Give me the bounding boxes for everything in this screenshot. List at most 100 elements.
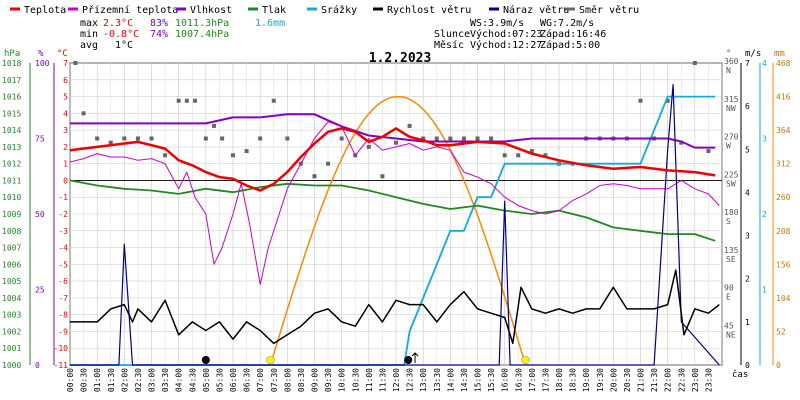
tick-label-pressure: 1013 bbox=[2, 143, 21, 152]
series-line-wind bbox=[70, 269, 720, 345]
stat-avg-label: avg bbox=[80, 40, 98, 51]
tick-label-time: 12:30 bbox=[406, 368, 415, 392]
wind-direction-point bbox=[211, 123, 216, 128]
tick-label-time: 17:00 bbox=[528, 368, 537, 392]
tick-label-time: 08:30 bbox=[297, 368, 306, 392]
tick-label-time: 16:30 bbox=[514, 368, 523, 392]
tick-label-temp: -6 bbox=[58, 277, 68, 286]
wind-direction-point bbox=[149, 136, 154, 141]
wind-direction-point bbox=[81, 111, 86, 116]
wind-direction-point bbox=[692, 61, 697, 65]
unit-pct: % bbox=[38, 49, 44, 59]
legend-label: Náraz větru bbox=[503, 4, 569, 16]
wind-summary-ws: WS:3.9m/s bbox=[470, 18, 524, 29]
tick-label-pressure: 1004 bbox=[2, 294, 21, 303]
tick-label-time: 10:30 bbox=[351, 368, 360, 392]
unit-deg: ° bbox=[726, 49, 731, 59]
tick-label-time: 15:30 bbox=[487, 368, 496, 392]
wind-direction-point bbox=[434, 136, 439, 141]
tick-label-time: 05:30 bbox=[215, 368, 224, 392]
tick-label-time: 10:00 bbox=[338, 368, 347, 392]
tick-label-direction: 180 bbox=[724, 208, 739, 217]
tick-label-time: 20:00 bbox=[609, 368, 618, 392]
tick-label-mm: 0 bbox=[776, 361, 781, 370]
wind-direction-point bbox=[665, 98, 670, 103]
moonrise-marker bbox=[404, 356, 413, 364]
unit-degc: °C bbox=[57, 49, 68, 59]
unit-hpa: hPa bbox=[4, 49, 20, 59]
wind-direction-point bbox=[380, 174, 385, 179]
wind-direction-point bbox=[285, 136, 290, 141]
tick-label-temp: 2 bbox=[63, 143, 68, 152]
stat-press-min: 1007.4hPa bbox=[175, 29, 229, 40]
series-line-humidity bbox=[70, 113, 716, 149]
tick-label-time: 02:30 bbox=[134, 368, 143, 392]
tick-label-time: 00:30 bbox=[80, 368, 89, 392]
tick-label-wind: 5 bbox=[745, 145, 750, 154]
tick-label-direction: 270 bbox=[724, 133, 739, 142]
tick-label-time: 11:30 bbox=[378, 368, 387, 392]
tick-label-mm: 104 bbox=[776, 294, 791, 303]
tick-label-time: 23:00 bbox=[691, 368, 700, 392]
tick-label-time: 13:00 bbox=[419, 368, 428, 392]
tick-label-time: 13:30 bbox=[433, 368, 442, 392]
tick-label-pressure: 1012 bbox=[2, 160, 21, 169]
tick-label-wind: 7 bbox=[745, 59, 750, 68]
tick-label-time: 08:00 bbox=[283, 368, 292, 392]
legend-label: Teplota bbox=[24, 5, 66, 16]
tick-label-pressure: 1016 bbox=[2, 93, 21, 102]
wind-direction-point bbox=[176, 98, 181, 103]
wind-direction-point bbox=[271, 98, 276, 103]
tick-label-temp: -1 bbox=[58, 193, 68, 202]
tick-label-ms: 2 bbox=[762, 210, 767, 219]
tick-label-direction-name: SE bbox=[726, 255, 736, 264]
tick-label-direction: 135 bbox=[724, 246, 739, 255]
tick-label-humidity: 25 bbox=[35, 286, 45, 295]
tick-label-ms: 4 bbox=[762, 59, 767, 68]
tick-label-temp: -10 bbox=[54, 344, 69, 353]
tick-label-time: 05:00 bbox=[202, 368, 211, 392]
tick-label-pressure: 1018 bbox=[2, 59, 21, 68]
tick-label-temp: 3 bbox=[63, 126, 68, 135]
tick-label-ms: 3 bbox=[762, 135, 767, 144]
wind-direction-point bbox=[421, 136, 426, 141]
wind-direction-point bbox=[543, 153, 548, 158]
chart-title: 1.2.2023 bbox=[369, 51, 432, 66]
tick-label-time: 09:00 bbox=[311, 368, 320, 392]
wind-direction-point bbox=[679, 140, 684, 145]
wind-direction-point bbox=[461, 136, 466, 141]
legend-label: Srážky bbox=[321, 4, 357, 16]
wind-direction-point bbox=[73, 61, 78, 65]
stat-precip: 1.6mm bbox=[255, 18, 285, 29]
tick-label-wind: 4 bbox=[745, 188, 750, 197]
tick-label-wind: 2 bbox=[745, 275, 750, 284]
tick-label-time: 14:00 bbox=[446, 368, 455, 392]
sun-set: Západ:16:46 bbox=[540, 28, 606, 40]
series-line-ground bbox=[69, 121, 720, 285]
tick-label-time: 03:30 bbox=[161, 368, 170, 392]
wind-direction-point bbox=[184, 98, 189, 103]
wind-direction-point bbox=[95, 136, 100, 141]
unit-mm: mm bbox=[774, 49, 785, 59]
series-line-precip bbox=[70, 95, 716, 366]
tick-label-humidity: 50 bbox=[35, 210, 45, 219]
tick-label-pressure: 1017 bbox=[2, 76, 21, 85]
sunrise-marker bbox=[266, 355, 275, 365]
wind-direction-point bbox=[394, 140, 398, 145]
tick-label-time: 21:30 bbox=[650, 368, 659, 392]
tick-label-time: 01:30 bbox=[107, 368, 116, 392]
stat-hum-min: 74% bbox=[150, 29, 168, 40]
legend-label: Rychlost větru bbox=[387, 4, 471, 16]
tick-label-time: 04:00 bbox=[175, 368, 184, 392]
sun-label: Slunce bbox=[434, 29, 470, 40]
wind-direction-point bbox=[135, 136, 140, 141]
tick-label-time: 17:30 bbox=[541, 368, 550, 392]
tick-label-temp: 5 bbox=[63, 93, 68, 102]
x-axis-label: čas bbox=[732, 369, 748, 380]
tick-label-temp: -5 bbox=[58, 260, 68, 269]
tick-label-mm: 208 bbox=[776, 227, 791, 236]
tick-label-pressure: 1003 bbox=[2, 311, 21, 320]
sunset-marker bbox=[521, 355, 530, 365]
tick-label-temp: -4 bbox=[58, 244, 68, 253]
wind-direction-point bbox=[108, 140, 113, 145]
